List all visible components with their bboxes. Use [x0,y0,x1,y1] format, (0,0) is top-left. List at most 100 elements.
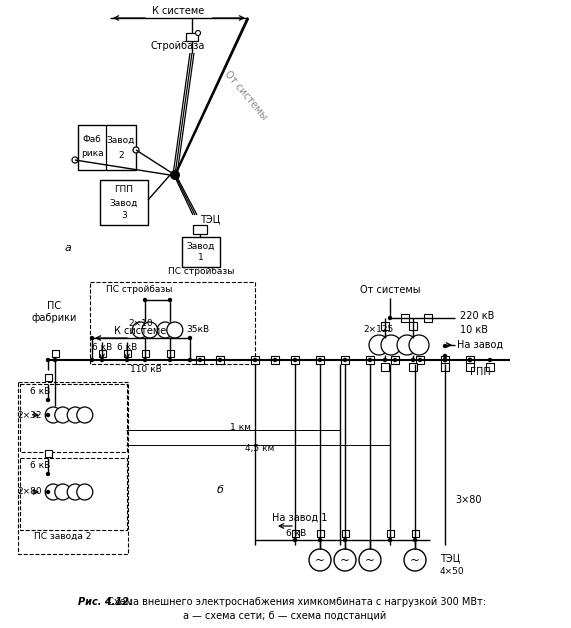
Text: 6 кВ: 6 кВ [117,344,137,352]
Text: 6 кВ: 6 кВ [30,462,50,470]
Circle shape [369,335,389,355]
Text: а: а [65,243,71,253]
Bar [486,363,494,371]
Text: ПС стройбазы: ПС стройбазы [106,286,172,295]
Text: 3: 3 [121,210,127,220]
Text: На завод: На завод [457,340,503,350]
Bar [182,237,220,267]
Bar [466,356,474,364]
Circle shape [388,538,392,542]
Text: Завод: Завод [110,198,138,207]
Circle shape [142,322,158,338]
Bar [291,356,299,364]
Text: 4,5 км: 4,5 км [246,445,275,453]
Circle shape [188,336,192,340]
Bar [292,529,299,536]
Text: 3×80: 3×80 [455,495,481,505]
Circle shape [168,298,172,302]
Circle shape [133,147,139,153]
Text: 2×80: 2×80 [17,487,42,497]
Circle shape [46,413,50,417]
Circle shape [411,358,415,362]
Text: От системы: От системы [222,68,268,121]
Text: От системы: От системы [360,285,420,295]
Circle shape [443,344,447,348]
Bar [216,356,224,364]
Circle shape [334,549,356,571]
Bar [99,350,106,357]
Text: ГПП: ГПП [470,367,490,377]
Bar [142,350,148,357]
Text: ~: ~ [315,553,325,566]
Circle shape [46,398,50,402]
Circle shape [90,358,94,362]
Circle shape [90,336,94,340]
Circle shape [293,358,297,362]
Circle shape [143,358,147,362]
Bar [381,322,389,330]
Bar [51,350,58,357]
Circle shape [488,358,492,362]
Circle shape [72,157,78,163]
Circle shape [168,358,172,362]
Bar [409,322,417,330]
Text: 35кВ: 35кВ [186,325,209,335]
Circle shape [359,549,381,571]
Text: Фаб: Фаб [83,136,102,144]
Circle shape [383,358,387,362]
Text: рика: рика [81,148,103,158]
Bar [45,450,51,457]
Bar [341,529,348,536]
Circle shape [393,358,397,362]
Circle shape [253,358,257,362]
Circle shape [77,484,93,500]
Circle shape [46,472,50,476]
Bar [409,363,417,371]
Text: ТЭЦ: ТЭЦ [200,214,220,224]
Circle shape [188,358,192,362]
Text: 6 кВ: 6 кВ [286,529,306,538]
Text: Рис. 4.12.: Рис. 4.12. [78,597,132,607]
Circle shape [77,407,93,423]
Text: 1 км: 1 км [230,423,251,431]
Bar [381,363,389,371]
Text: б: б [216,485,223,495]
Circle shape [167,322,183,338]
Text: На завод 1: На завод 1 [272,513,328,523]
Bar [466,363,474,371]
Circle shape [45,484,61,500]
Bar [20,458,127,530]
Text: 6 кВ: 6 кВ [30,387,50,396]
Bar [366,356,374,364]
Bar [387,529,393,536]
Text: а — схема сети; б — схема подстанций: а — схема сети; б — схема подстанций [183,611,387,621]
Circle shape [343,538,347,542]
Circle shape [413,538,417,542]
Bar [196,356,204,364]
Bar [186,33,198,41]
Circle shape [418,358,422,362]
Bar [412,529,419,536]
Bar [441,363,449,371]
Text: ПС
фабрики: ПС фабрики [31,301,77,323]
Bar [123,350,131,357]
Circle shape [381,335,401,355]
Circle shape [132,322,148,338]
Circle shape [404,549,426,571]
Text: ГПП: ГПП [115,185,134,195]
Text: К системе: К системе [114,326,166,336]
Circle shape [67,484,83,500]
Circle shape [443,354,447,358]
Circle shape [443,358,447,362]
Circle shape [53,358,57,362]
Bar [193,225,207,234]
Text: ПС стройбазы: ПС стройбазы [168,266,234,276]
Bar [100,180,148,225]
Text: 110 кВ: 110 кВ [130,365,162,374]
Bar [18,382,128,554]
Bar [20,384,127,452]
Circle shape [318,538,322,542]
Circle shape [125,358,129,362]
Circle shape [198,358,202,362]
Text: ~: ~ [410,553,420,566]
